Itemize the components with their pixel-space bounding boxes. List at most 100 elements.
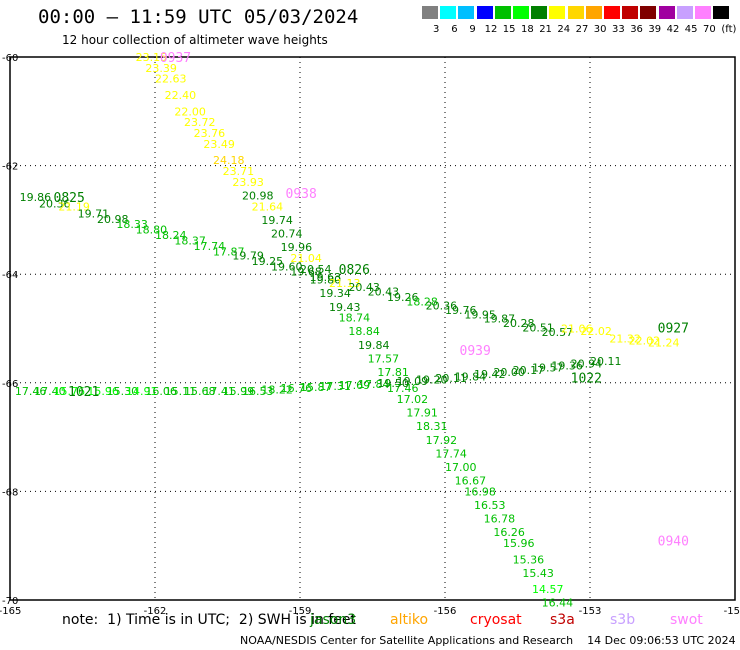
wave-height-value: 19.71 xyxy=(78,207,110,220)
colorbar-swatch xyxy=(440,6,457,19)
wave-height-value: 19.42 xyxy=(474,368,506,381)
wave-height-value: 15.68 xyxy=(184,385,216,398)
y-tick-label: -68 xyxy=(2,487,18,498)
wave-height-value: 16.53 xyxy=(242,385,274,398)
wave-height-value: 16.53 xyxy=(474,499,506,512)
wave-height-value: 23.93 xyxy=(232,176,263,189)
colorbar-label: 6 xyxy=(451,24,458,35)
chart-subtitle: 12 hour collection of altimeter wave hei… xyxy=(62,33,328,47)
colorbar-swatch xyxy=(567,6,584,19)
pass-time-label: 0937 xyxy=(160,51,191,66)
satellite-legend-item: s3b xyxy=(610,612,636,628)
colorbar-swatch xyxy=(422,6,438,19)
footnote: note: 1) Time is in UTC; 2) SWH is in fe… xyxy=(62,612,356,628)
wave-height-value: 14.91 xyxy=(126,385,158,398)
pass-time-label: 0939 xyxy=(460,344,491,359)
wave-height-value: 20.28 xyxy=(503,317,535,330)
wave-height-value: 22.00 xyxy=(174,105,206,118)
x-tick-label: -159 xyxy=(289,606,312,617)
wave-height-value: 19.25 xyxy=(252,255,284,268)
wave-height-value: 20.43 xyxy=(368,286,400,299)
wave-height-value: 15.36 xyxy=(513,553,545,566)
colorbar-swatch xyxy=(604,6,620,19)
wave-height-value: 20.36 xyxy=(426,300,458,313)
wave-height-value: 20.94 xyxy=(571,357,603,370)
wave-height-value: 17.57 xyxy=(368,352,400,365)
wave-height-value: 18.80 xyxy=(136,224,168,237)
colorbar-unit: (ft) xyxy=(721,24,737,35)
wave-height-value: 15.99 xyxy=(223,385,255,398)
wave-height-value: 17.81 xyxy=(377,366,409,379)
chart-title: 00:00 — 11:59 UTC 05/03/2024 xyxy=(38,6,359,28)
wave-height-value: 16.67 xyxy=(455,475,487,488)
colorbar-swatch xyxy=(640,6,657,19)
x-tick-label: -165 xyxy=(0,606,21,617)
wave-height-value: 20.11 xyxy=(590,355,622,368)
wave-height-value: 23.15 xyxy=(136,51,168,64)
colorbar-swatch xyxy=(713,6,730,19)
wave-height-value: 17.46 xyxy=(387,382,419,395)
colorbar-swatch xyxy=(476,6,493,19)
colorbar-label: 42 xyxy=(666,24,680,35)
wave-height-value: 21.32 xyxy=(609,332,641,345)
wave-height-value: 22.63 xyxy=(155,73,187,86)
satellite-legend-item: swot xyxy=(670,612,703,628)
colorbar-label: 24 xyxy=(557,24,571,35)
colorbar-label: 3 xyxy=(433,24,440,35)
wave-height-value: 19.76 xyxy=(445,304,477,317)
wave-height-value: 19.95 xyxy=(464,308,496,321)
wave-height-value: 20.57 xyxy=(542,326,574,339)
colorbar-swatch xyxy=(695,6,711,19)
x-tick-label: -162 xyxy=(144,606,167,617)
colorbar-swatch xyxy=(458,6,475,19)
wave-height-value: 17.92 xyxy=(426,434,458,447)
colorbar-label: 27 xyxy=(575,24,589,35)
wave-height-value: 23.76 xyxy=(194,127,226,140)
wave-height-value: 18.24 xyxy=(155,229,187,242)
wave-height-value: 15.87 xyxy=(300,381,332,394)
wave-height-value: 20.36 xyxy=(39,198,71,211)
wave-height-value: 20.74 xyxy=(271,227,303,240)
pass-time-label: 0940 xyxy=(658,534,689,549)
colorbar-swatch xyxy=(531,6,548,19)
wave-height-value: 16.44 xyxy=(542,597,574,610)
wave-height-value: 16.98 xyxy=(464,485,496,498)
y-tick-label: -62 xyxy=(2,162,18,173)
wave-height-value: 16.26 xyxy=(493,526,525,539)
wave-height-value: 23.71 xyxy=(223,165,255,178)
wave-height-value: 19.57 xyxy=(532,362,564,375)
wave-height-value: 14.57 xyxy=(532,583,564,596)
wave-height-value: 19.80 xyxy=(310,274,342,287)
wave-height-value: 16.76 xyxy=(281,382,313,395)
credit-line: NOAA/NESDIS Center for Satellite Applica… xyxy=(240,634,736,647)
wave-height-value: 15.76 xyxy=(54,385,86,398)
wave-height-value: 20.54 xyxy=(300,263,332,276)
wave-height-value: 19.87 xyxy=(484,313,515,326)
wave-height-value: 19.50 xyxy=(377,377,409,390)
wave-height-value: 18.22 xyxy=(261,383,293,396)
wave-height-value: 19.74 xyxy=(261,214,293,227)
wave-height-value: 22.02 xyxy=(629,334,661,347)
wave-height-value: 22.40 xyxy=(165,89,197,102)
colorbar-label: 12 xyxy=(484,24,498,35)
pass-time-label: 1021 xyxy=(68,385,99,400)
wave-height-value: 20.11 xyxy=(435,372,467,385)
colorbar-swatch xyxy=(549,6,566,19)
wave-height-value: 19.68 xyxy=(290,265,322,278)
wave-height-value: 15.11 xyxy=(165,385,197,398)
wave-height-value: 16.06 xyxy=(145,385,177,398)
wave-height-value: 19.09 xyxy=(397,375,429,388)
pass-time-label: 0826 xyxy=(339,263,370,278)
wave-height-value: 19.86 xyxy=(20,191,51,204)
wave-height-value: 23.49 xyxy=(203,138,235,151)
colorbar-swatch xyxy=(658,6,675,19)
wave-height-value: 19.34 xyxy=(319,287,351,300)
colorbar-swatch xyxy=(676,6,693,19)
wave-height-value: 20.98 xyxy=(97,213,129,226)
wave-height-value: 20.17 xyxy=(513,364,545,377)
wave-height-value: 21.24 xyxy=(648,337,680,350)
wave-height-value: 17.02 xyxy=(397,393,429,406)
colorbar-label: 39 xyxy=(648,24,662,35)
wave-height-value: 19.26 xyxy=(387,291,419,304)
